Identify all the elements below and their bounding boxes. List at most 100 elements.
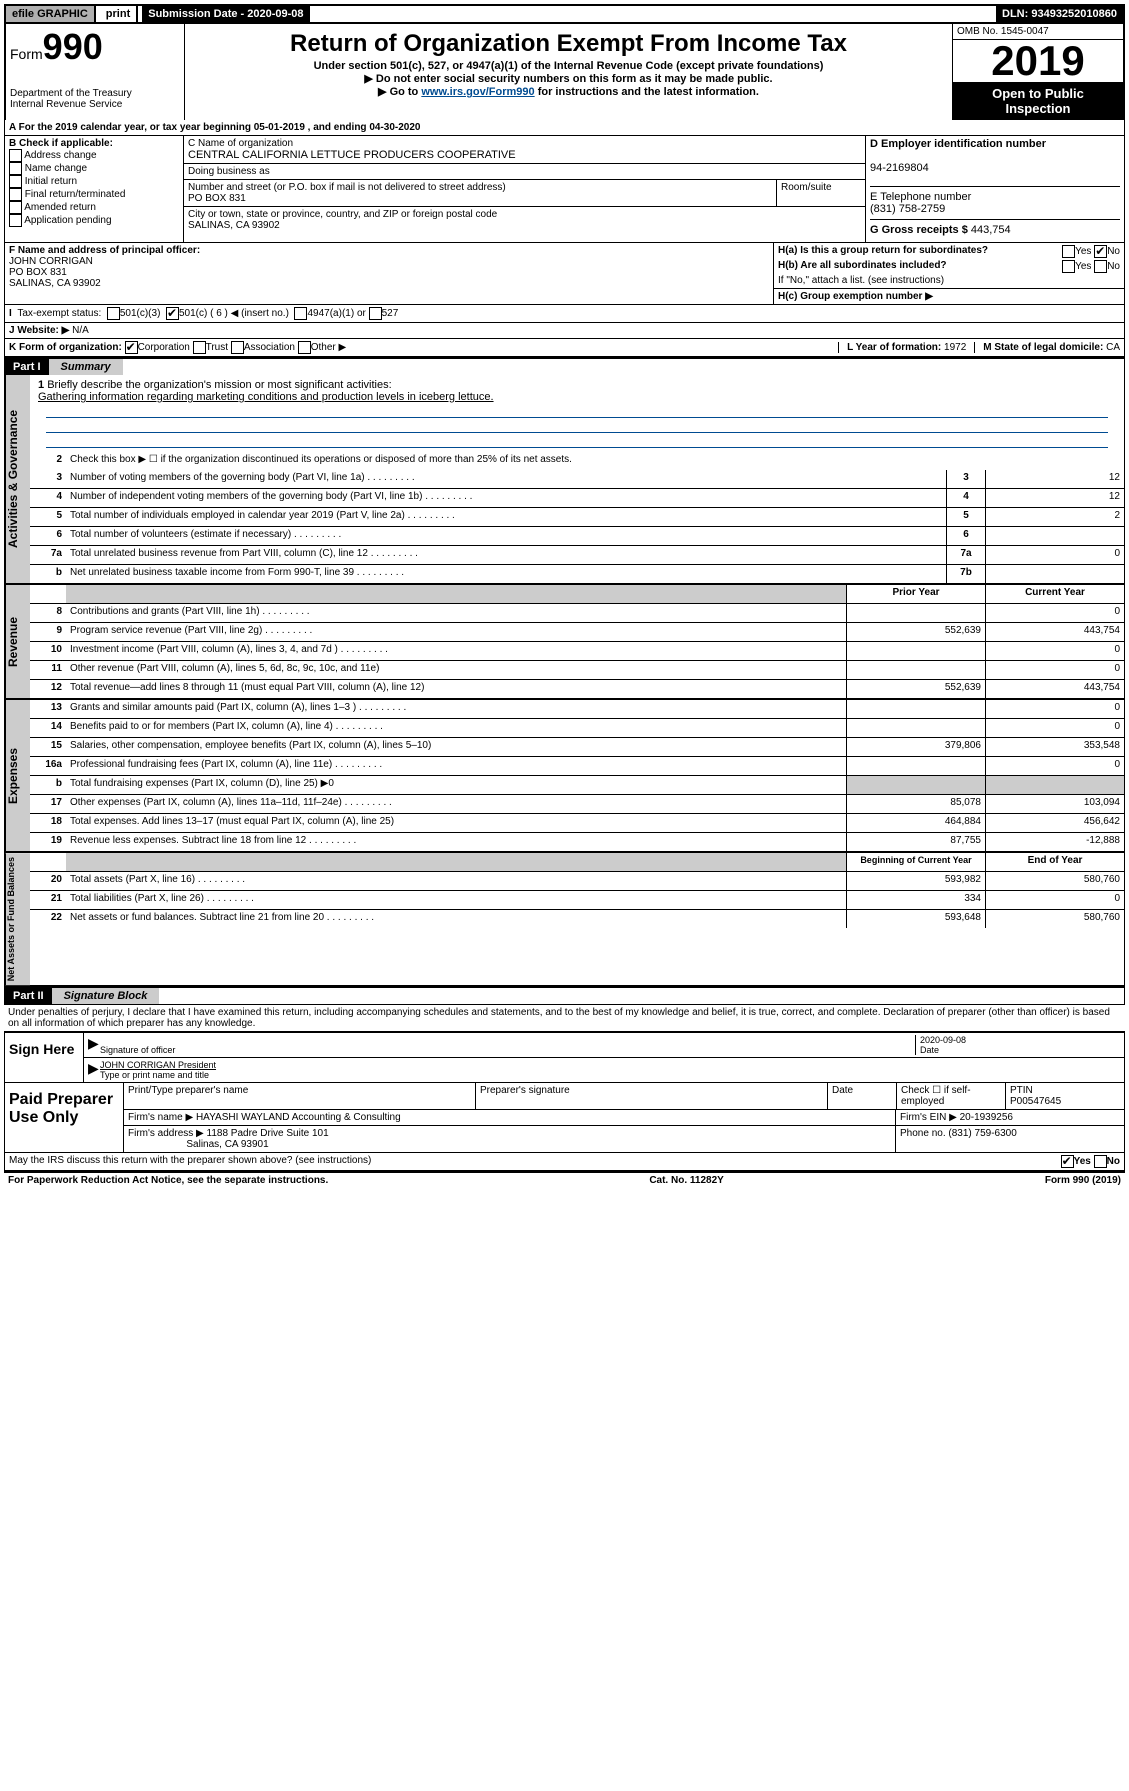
l19-prior: 87,755: [846, 833, 985, 851]
ein-label: D Employer identification number: [870, 138, 1046, 150]
sig-arrow-icon: ▶: [88, 1035, 100, 1055]
trust-check[interactable]: [193, 341, 206, 354]
row-klm: K Form of organization: Corporation Trus…: [4, 339, 1125, 357]
side-governance: Activities & Governance: [5, 375, 30, 583]
ha-no[interactable]: [1094, 245, 1107, 258]
addr-change-label: Address change: [24, 150, 96, 161]
l16a-label: Professional fundraising fees (Part IX, …: [70, 759, 332, 770]
l7b-label: Net unrelated business taxable income fr…: [70, 567, 354, 578]
discuss-no[interactable]: [1094, 1155, 1107, 1168]
box-deg: D Employer identification number 94-2169…: [866, 136, 1124, 242]
501c3-label: 501(c)(3): [120, 308, 161, 319]
l16a-current: 0: [985, 757, 1124, 775]
prep-sig-label: Preparer's signature: [476, 1083, 828, 1109]
org-name: CENTRAL CALIFORNIA LETTUCE PRODUCERS COO…: [188, 149, 516, 161]
website-label: J Website: ▶: [9, 325, 69, 336]
self-employed-check[interactable]: Check ☐ if self-employed: [897, 1083, 1006, 1109]
prep-phone: (831) 759-6300: [948, 1128, 1016, 1139]
room-suite: Room/suite: [777, 180, 865, 206]
l6-label: Total number of volunteers (estimate if …: [70, 529, 291, 540]
initial-check[interactable]: [9, 175, 22, 188]
print-button[interactable]: print: [100, 6, 138, 22]
city-label: City or town, state or province, country…: [188, 209, 497, 220]
l10-prior: [846, 642, 985, 660]
firm-addr-label: Firm's address ▶: [128, 1128, 204, 1139]
l12-prior: 552,639: [846, 680, 985, 698]
hb-label: H(b) Are all subordinates included?: [778, 260, 947, 271]
l16b-label: Total fundraising expenses (Part IX, col…: [66, 776, 846, 794]
discuss-row: May the IRS discuss this return with the…: [4, 1153, 1125, 1171]
hb-yes[interactable]: [1062, 260, 1075, 273]
paid-preparer-label: Paid Preparer Use Only: [5, 1083, 124, 1152]
l7a-label: Total unrelated business revenue from Pa…: [70, 548, 368, 559]
hb-no[interactable]: [1094, 260, 1107, 273]
4947-check[interactable]: [294, 307, 307, 320]
l9-current: 443,754: [985, 623, 1124, 641]
assoc-check[interactable]: [231, 341, 244, 354]
addr-change-check[interactable]: [9, 149, 22, 162]
l14-label: Benefits paid to or for members (Part IX…: [70, 721, 333, 732]
footer: For Paperwork Reduction Act Notice, see …: [4, 1171, 1125, 1188]
l9-label: Program service revenue (Part VIII, line…: [70, 625, 262, 636]
mission-line: [46, 418, 1108, 433]
501c-check[interactable]: [166, 307, 179, 320]
l2-label: Check this box ▶ ☐ if the organization d…: [66, 452, 1124, 470]
prior-year-header: Prior Year: [846, 585, 985, 603]
l20-prior: 593,982: [846, 872, 985, 890]
final-check[interactable]: [9, 188, 22, 201]
4947-label: 4947(a)(1) or: [307, 308, 365, 319]
corp-check[interactable]: [125, 341, 138, 354]
l7a-value: 0: [985, 546, 1124, 564]
l13-prior: [846, 700, 985, 718]
other-label: Other ▶: [311, 342, 346, 353]
l12-current: 443,754: [985, 680, 1124, 698]
app-check[interactable]: [9, 214, 22, 227]
year-form-value: 1972: [944, 342, 966, 353]
addr-label: Number and street (or P.O. box if mail i…: [188, 182, 506, 193]
discuss-label: May the IRS discuss this return with the…: [9, 1155, 371, 1168]
l5-value: 2: [985, 508, 1124, 526]
527-label: 527: [382, 308, 399, 319]
ha-yes[interactable]: [1062, 245, 1075, 258]
ptin-value: P00547645: [1010, 1096, 1061, 1107]
sig-date-label: Date: [920, 1045, 939, 1055]
box-c: C Name of organization CENTRAL CALIFORNI…: [184, 136, 866, 242]
cat-no: Cat. No. 11282Y: [649, 1175, 723, 1186]
l10-label: Investment income (Part VIII, column (A)…: [70, 644, 338, 655]
part1-section: Part I Summary Activities & Governance 1…: [4, 357, 1125, 986]
amended-check[interactable]: [9, 201, 22, 214]
l21-current: 0: [985, 891, 1124, 909]
paperwork-notice: For Paperwork Reduction Act Notice, see …: [8, 1175, 328, 1186]
dln-label: DLN: 93493252010860: [996, 6, 1123, 22]
form-org-label: K Form of organization:: [9, 342, 122, 353]
form-prefix: Form: [10, 46, 43, 62]
mission-line: [46, 433, 1108, 448]
l6-value: [985, 527, 1124, 545]
l19-label: Revenue less expenses. Subtract line 18 …: [70, 835, 306, 846]
l15-current: 353,548: [985, 738, 1124, 756]
ha-label: H(a) Is this a group return for subordin…: [778, 245, 988, 256]
527-check[interactable]: [369, 307, 382, 320]
l13-current: 0: [985, 700, 1124, 718]
year-form-label: L Year of formation:: [847, 342, 941, 353]
l18-current: 456,642: [985, 814, 1124, 832]
discuss-yes[interactable]: [1061, 1155, 1074, 1168]
instructions-link[interactable]: www.irs.gov/Form990: [421, 86, 534, 98]
side-netassets: Net Assets or Fund Balances: [5, 853, 30, 985]
name-change-check[interactable]: [9, 162, 22, 175]
other-check[interactable]: [298, 341, 311, 354]
l7b-value: [985, 565, 1124, 583]
form-note2: ▶ Go to www.irs.gov/Form990 for instruct…: [189, 85, 948, 98]
l16b-current: [985, 776, 1124, 794]
preparer-block: Paid Preparer Use Only Print/Type prepar…: [4, 1083, 1125, 1153]
dept-label: Department of the Treasury: [10, 88, 180, 99]
section-bcde: B Check if applicable: Address change Na…: [4, 136, 1125, 243]
l11-current: 0: [985, 661, 1124, 679]
l4-label: Number of independent voting members of …: [70, 491, 422, 502]
501c3-check[interactable]: [107, 307, 120, 320]
current-year-header: Current Year: [985, 585, 1124, 603]
amended-label: Amended return: [24, 202, 96, 213]
open2: Inspection: [1005, 101, 1070, 116]
side-revenue: Revenue: [5, 585, 30, 698]
efile-button[interactable]: efile GRAPHIC: [6, 6, 96, 22]
